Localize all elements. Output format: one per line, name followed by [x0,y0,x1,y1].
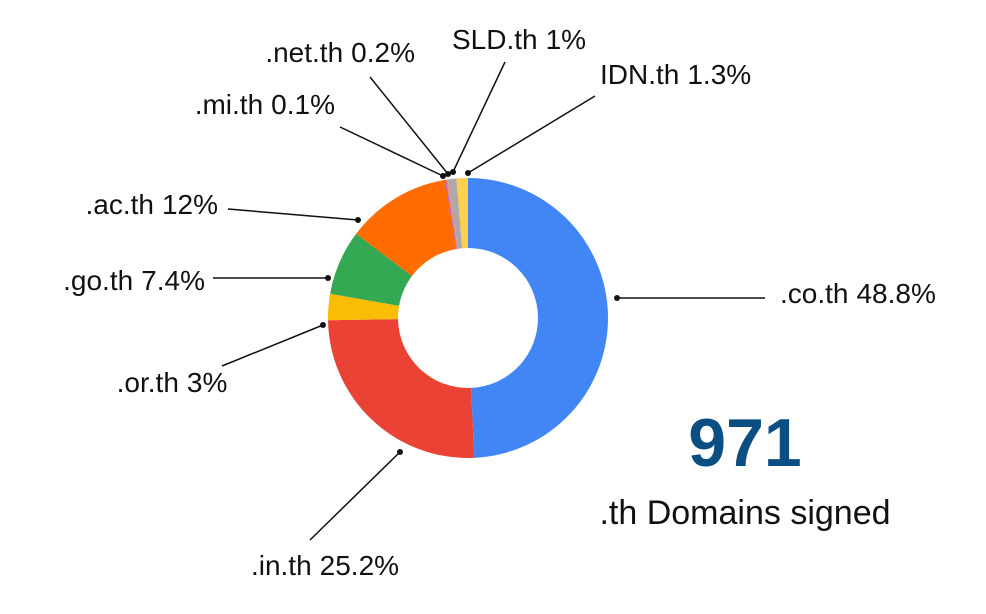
category-label: IDN.th [600,59,679,90]
value-label: 48.8% [856,278,935,309]
leader-dot [355,217,361,223]
value-label: 1.3% [687,59,751,90]
slice-label: .co.th 48.8% [780,278,936,309]
donut-slice [328,293,400,321]
leader-line [227,208,359,221]
category-label: SLD.th [452,24,538,55]
leader-dot [397,449,403,455]
category-label: .co.th [780,278,848,309]
value-label: 0.2% [351,37,415,68]
leader-line [467,95,596,174]
value-label: 1% [546,24,586,55]
leader-dot [445,171,451,177]
category-label: .mi.th [195,89,263,120]
slice-label: .net.th 0.2% [265,37,415,68]
slice-label: .ac.th 12% [85,189,218,220]
donut-slice [356,179,457,276]
category-label: .in.th [251,550,312,581]
value-label: 7.4% [141,265,205,296]
category-label: .net.th [265,37,343,68]
leader-dot [320,322,326,328]
slice-label: SLD.th 1% [452,24,586,55]
leader-line [339,126,444,177]
total-number: 971 [688,405,801,481]
donut-slice [445,179,457,249]
value-label: 0.1% [271,89,335,120]
leader-line [309,451,401,541]
value-label: 12% [162,189,218,220]
value-label: 3% [187,367,227,398]
leader-line [452,61,506,173]
slice-label: .or.th 3% [117,367,228,398]
donut-slice [447,178,463,249]
total-caption: .th Domains signed [599,494,890,532]
slice-label: .go.th 7.4% [63,265,205,296]
leader-dot [440,173,446,179]
donut-slice [330,233,413,306]
slice-label: IDN.th 1.3% [600,59,751,90]
value-label: 25.2% [320,550,399,581]
slice-label: .mi.th 0.1% [195,89,335,120]
leader-dot [450,169,456,175]
category-label: .or.th [117,367,179,398]
donut-slice [328,319,475,458]
leader-line [369,76,449,175]
category-label: .go.th [63,265,133,296]
leader-dot [325,275,331,281]
leader-dot [465,170,471,176]
donut-slice [445,179,458,249]
leader-line [221,324,324,367]
leader-dot [614,295,620,301]
category-label: .ac.th [85,189,153,220]
donut-slice [456,178,468,249]
slice-label: .in.th 25.2% [251,550,399,581]
donut-slice [468,178,609,458]
